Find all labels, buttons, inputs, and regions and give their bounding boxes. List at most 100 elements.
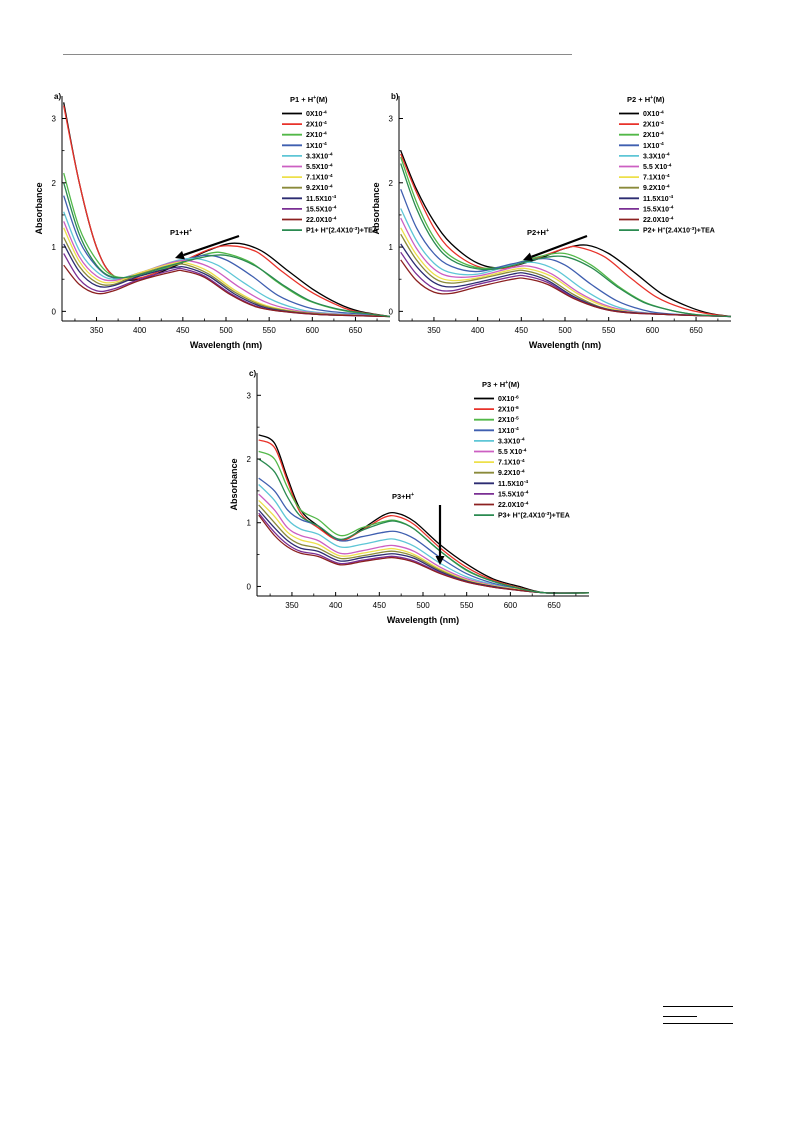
series-line <box>400 163 732 318</box>
arrow-head <box>523 252 534 262</box>
x-axis-label: Wavelength (nm) <box>529 340 601 350</box>
legend-entry: 9.2X10-4 <box>498 469 525 478</box>
x-tick-label: 450 <box>515 326 529 335</box>
arrow-head <box>175 250 185 260</box>
series-line <box>63 221 391 318</box>
legend-entry: 3.3X10-4 <box>643 152 670 161</box>
x-tick-label: 550 <box>262 326 276 335</box>
chart-a-svg: 0 1 2 3 350 400 450 500 550 600 650 Wavelength (nm)… <box>34 92 391 350</box>
legend-entry: 22.0X10-4 <box>643 215 674 224</box>
legend-entry: 3.3X10-4 <box>498 437 525 446</box>
legend-entry: 7.1X10-4 <box>643 173 670 182</box>
series-line <box>258 458 590 594</box>
legend-entry: 11.5X10-4 <box>498 479 528 488</box>
panel-label: a) <box>54 92 61 101</box>
x-tick-label: 450 <box>176 326 190 335</box>
x-tick-label: 650 <box>689 326 703 335</box>
series-line <box>400 153 732 318</box>
annotation-label: P1+H+ <box>170 228 192 237</box>
y-axis-label: Absorbance <box>371 182 381 234</box>
legend-entry: 5.5 X10-4 <box>643 162 672 171</box>
legend-entry: P3+ H+(2.4X10-3)+TEA <box>498 511 570 520</box>
y-axis-label: Absorbance <box>34 182 44 234</box>
legend-entry: 3.3X10-4 <box>306 152 333 161</box>
legend-entry: 15.5X10-4 <box>306 205 337 214</box>
legend-entry: 0X10-4 <box>643 109 664 118</box>
y-tick-label: 0 <box>247 582 252 591</box>
series-line <box>258 434 590 594</box>
x-tick-label: 500 <box>416 601 430 610</box>
x-tick-label: 350 <box>90 326 104 335</box>
footer-rule-top <box>663 1006 733 1007</box>
x-tick-label: 600 <box>306 326 320 335</box>
legend-entry: 11.5X10-4 <box>306 194 336 203</box>
x-tick-label: 450 <box>373 601 387 610</box>
chart-b-svg: 0 1 2 3 350 400 450 500 550 600 650 Wavelength (nm)… <box>371 92 732 350</box>
legend-entry: 9.2X10-4 <box>306 184 333 193</box>
y-tick-label: 1 <box>52 243 57 252</box>
series-line <box>400 259 732 318</box>
x-tick-label: 350 <box>285 601 299 610</box>
x-tick-label: 600 <box>646 326 660 335</box>
x-tick-label: 550 <box>460 601 474 610</box>
legend-entry: 2X10-4 <box>306 120 327 129</box>
y-tick-label: 1 <box>389 243 394 252</box>
legend-entry: 1X10-4 <box>643 141 664 150</box>
legend-entry: 2X10-4 <box>306 131 327 140</box>
footer-rules <box>663 1006 733 1026</box>
legend-entry: 5.5X10-4 <box>306 162 333 171</box>
series-line <box>258 493 590 594</box>
panel-label: b) <box>391 92 399 101</box>
legend-entry: 2X10-5 <box>498 416 519 425</box>
x-tick-label: 400 <box>133 326 147 335</box>
x-tick-label: 650 <box>547 601 561 610</box>
x-tick-label: 350 <box>427 326 441 335</box>
legend-title: P1 + H+(M) <box>290 95 328 104</box>
footer-rule-bottom <box>663 1023 733 1024</box>
y-tick-label: 2 <box>52 179 57 188</box>
y-tick-label: 0 <box>389 307 394 316</box>
y-tick-label: 0 <box>52 307 57 316</box>
y-tick-label: 2 <box>247 455 252 464</box>
series-line <box>63 237 391 318</box>
series-line <box>400 188 732 318</box>
x-tick-label: 600 <box>504 601 518 610</box>
x-tick-label: 400 <box>329 601 343 610</box>
panel-label: c) <box>249 369 256 378</box>
legend-entry: 2X10-4 <box>643 120 664 129</box>
arrow-shaft <box>531 234 588 258</box>
series-line <box>63 105 391 318</box>
annotation-label: P3+H+ <box>392 492 414 501</box>
x-tick-label: 400 <box>471 326 485 335</box>
header-rule <box>63 54 572 55</box>
x-tick-label: 550 <box>602 326 616 335</box>
arrow-head <box>435 556 445 565</box>
legend-entry: 2X10-4 <box>643 131 664 140</box>
x-tick-label: 500 <box>219 326 233 335</box>
legend-entry: 2X10-6 <box>498 405 519 414</box>
x-tick-label: 500 <box>558 326 572 335</box>
y-tick-label: 1 <box>247 519 252 528</box>
legend-entry: 0X10-6 <box>498 394 519 403</box>
legend-title: P2 + H+(M) <box>627 95 665 104</box>
series-line <box>63 182 391 318</box>
chart-panel-b: 0 1 2 3 350 400 450 500 550 600 650 Wavelength (nm)… <box>371 88 737 358</box>
arrow-shaft <box>183 234 240 257</box>
legend-entry: P1+ H+(2.4X10-3)+TEA <box>306 226 378 235</box>
chart-panel-c: 0 1 2 3 350 400 450 500 550 600 650 Wavelength (nm)… <box>229 365 595 635</box>
legend-entry: 0X10-4 <box>306 109 327 118</box>
legend-entry: 5.5 X10-4 <box>498 447 527 456</box>
legend-entry: 1X10-4 <box>306 141 327 150</box>
x-axis-label: Wavelength (nm) <box>190 340 262 350</box>
annotation-label: P2+H+ <box>527 228 549 237</box>
x-tick-label: 650 <box>349 326 363 335</box>
legend-entry: 7.1X10-4 <box>498 458 525 467</box>
legend-entry: 22.0X10-4 <box>498 500 529 509</box>
series-line <box>258 439 590 594</box>
x-axis-label: Wavelength (nm) <box>387 615 459 625</box>
legend-entry: 15.5X10-4 <box>498 490 529 499</box>
series-line <box>400 208 732 318</box>
legend-entry: 7.1X10-4 <box>306 173 333 182</box>
legend-entry: 22.0X10-4 <box>306 215 337 224</box>
legend-title: P3 + H+(M) <box>482 380 520 389</box>
